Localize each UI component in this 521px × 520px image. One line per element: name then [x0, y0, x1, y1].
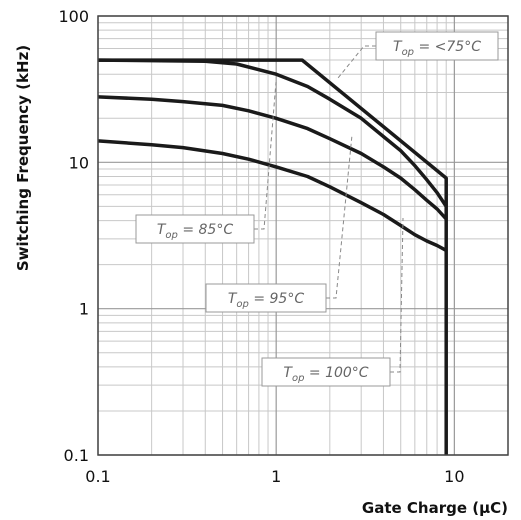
annotation-box	[261, 357, 391, 387]
annotation-callout: Top = 85°C	[135, 81, 277, 244]
plot-frame	[97, 15, 509, 456]
annotation-box	[205, 283, 327, 313]
y-axis-title: Switching Frequency (kHz)	[14, 45, 32, 271]
annotation-box	[375, 31, 499, 61]
series-line-2	[97, 95, 448, 221]
annotation-label: Top = <75°C	[393, 39, 481, 58]
x-tick-label: 10	[444, 467, 464, 486]
y-tick-label: 100	[58, 7, 89, 26]
x-tick-label: 0.1	[85, 467, 110, 486]
annotation-leader	[390, 217, 404, 373]
annotation-leader	[254, 81, 277, 230]
series-line-3	[97, 139, 448, 252]
y-tick-label: 10	[69, 153, 89, 172]
series-lines	[97, 58, 448, 455]
annotation-label: Top = 95°C	[228, 291, 304, 310]
annotation-callout: Top = <75°C	[337, 31, 499, 79]
annotations: Top = <75°C Top = 85°C Top = 95°C Top = 100…	[135, 31, 499, 387]
annotation-leader	[337, 45, 376, 79]
x-tick-label: 1	[271, 467, 281, 486]
annotation-callout: Top = 95°C	[205, 134, 353, 313]
annotation-label: Top = 100°C	[283, 365, 368, 384]
tick-labels: 0.1 1 10 0.1 1 10 100	[58, 7, 464, 486]
y-tick-label: 1	[79, 300, 89, 319]
x-axis-title: Gate Charge (µC)	[362, 499, 508, 517]
annotation-leader	[326, 134, 353, 299]
series-line-1	[97, 58, 448, 208]
y-tick-label: 0.1	[64, 446, 89, 465]
series-line-0	[98, 58, 448, 455]
annotation-box	[135, 214, 255, 244]
annotation-callout: Top = 100°C	[261, 217, 404, 387]
annotation-label: Top = 85°C	[157, 222, 233, 241]
